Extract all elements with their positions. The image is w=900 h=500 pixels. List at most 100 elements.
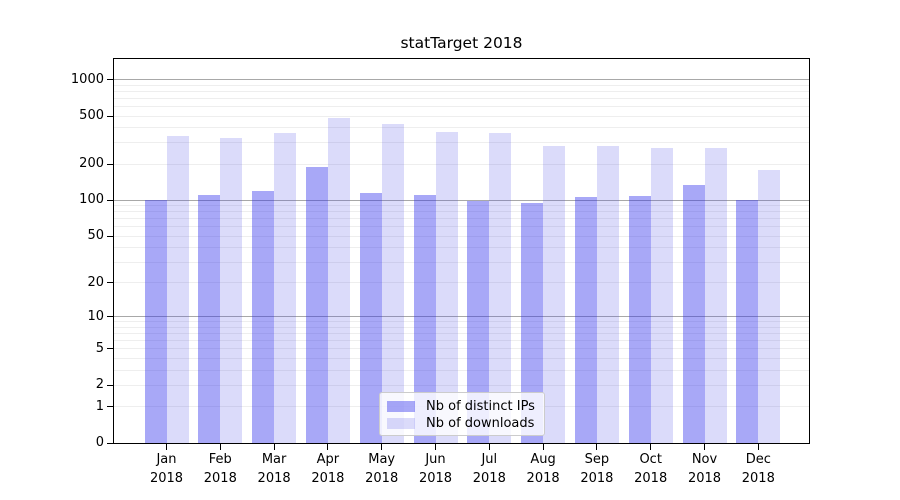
x-tick [435, 444, 436, 450]
bar-distinct-ips [198, 194, 221, 443]
legend-item-distinct-ips: Nb of distinct IPs [387, 398, 536, 415]
x-tick-month: Jun [425, 452, 446, 467]
y-tick-label: 20 [87, 274, 104, 290]
x-tick-month: Sep [584, 452, 610, 467]
gridline-minor [114, 321, 809, 323]
x-tick-year: 2018 [634, 471, 668, 486]
bar-distinct-ips [521, 202, 544, 443]
x-tick-year: 2018 [526, 471, 560, 486]
bar-downloads [596, 145, 619, 443]
bar-distinct-ips [628, 195, 651, 443]
bar-downloads [489, 133, 512, 443]
x-tick-month: Feb [208, 452, 232, 467]
x-tick [273, 444, 275, 450]
x-tick-year: 2018 [580, 471, 614, 486]
gridline-minor [114, 218, 809, 220]
x-tick-year: 2018 [149, 471, 184, 486]
x-tick-year: 2018 [365, 471, 399, 486]
x-axis-labels: Jan 2018 Feb 2018 Mar 2018 Apr 2018 May 2018 Jun 20… [114, 450, 809, 492]
legend-swatch-distinct-ips [387, 401, 415, 412]
chart-title: statTarget 2018 [400, 34, 523, 52]
bar-downloads [704, 147, 727, 443]
x-tick-label: Jul 2018 [459, 450, 519, 488]
gridline-minor [114, 282, 809, 284]
y-tick-label: 50 [87, 228, 104, 244]
x-tick-label: Jun 2018 [406, 450, 466, 488]
x-tick-label: Nov 2018 [675, 450, 735, 488]
gridline-minor [114, 226, 809, 228]
y-tick-label: 5 [95, 340, 104, 356]
gridline-major [114, 79, 809, 81]
y-tick [107, 384, 113, 386]
x-tick-month: Dec [745, 452, 771, 467]
legend-label: Nb of distinct IPs [426, 399, 535, 414]
gridline-minor [114, 115, 809, 117]
gridline-minor [114, 235, 809, 237]
y-tick-label: 200 [79, 156, 104, 172]
x-tick-month: Jan [156, 452, 177, 467]
y-tick-label: 100 [79, 192, 104, 208]
bar-distinct-ips [413, 194, 436, 443]
x-tick [757, 444, 759, 450]
x-tick-year: 2018 [203, 471, 237, 486]
y-tick-label: 2 [95, 377, 104, 393]
x-tick-label: Mar 2018 [244, 450, 304, 488]
y-tick [107, 79, 113, 81]
x-tick-month: Aug [530, 452, 556, 467]
x-tick-month: Mar [261, 452, 287, 467]
bar-downloads [327, 117, 350, 443]
x-tick [381, 444, 383, 450]
x-tick-month: Apr [316, 452, 340, 467]
x-tick [488, 444, 490, 450]
x-tick-month: Jul [481, 452, 498, 467]
bar-distinct-ips [574, 197, 597, 443]
y-tick [107, 235, 113, 237]
bar-downloads [758, 169, 781, 443]
gridline-minor [114, 247, 809, 249]
y-tick [107, 442, 113, 444]
bar-downloads [650, 148, 673, 443]
gridline-minor [114, 357, 809, 359]
x-tick-label: Oct 2018 [621, 450, 681, 488]
x-tick-year: 2018 [741, 471, 775, 486]
gridline-minor [114, 211, 809, 213]
gridline-minor [114, 261, 809, 263]
bar-distinct-ips [252, 191, 275, 443]
x-tick-year: 2018 [472, 471, 506, 486]
x-tick-label: Sep 2018 [567, 450, 627, 488]
x-tick-label: Aug 2018 [513, 450, 573, 488]
gridline-minor [114, 90, 809, 92]
x-tick [219, 444, 221, 450]
bar-distinct-ips [736, 199, 759, 443]
x-tick-label: Dec 2018 [728, 450, 788, 488]
y-tick [107, 163, 113, 165]
gridline-minor [114, 333, 809, 335]
legend: Nb of distinct IPs Nb of downloads [379, 392, 545, 436]
y-tick-label: 1000 [70, 71, 104, 87]
gridline-major [114, 199, 809, 201]
y-tick [107, 199, 113, 201]
gridline-minor [114, 326, 809, 328]
bar-distinct-ips [682, 184, 705, 443]
bar-downloads [435, 131, 458, 443]
plot-area [107, 58, 810, 450]
gridline-minor [114, 84, 809, 86]
x-tick-year: 2018 [418, 471, 453, 486]
legend-label: Nb of downloads [426, 416, 535, 431]
x-tick [166, 444, 167, 450]
y-tick-label: 500 [79, 108, 104, 123]
x-tick [650, 444, 652, 450]
legend-swatch-downloads [387, 418, 415, 429]
bar-downloads [220, 137, 243, 443]
y-tick [107, 282, 113, 284]
x-tick [596, 444, 598, 450]
x-tick-month: May [368, 452, 396, 467]
y-tick [107, 406, 113, 408]
gridline-minor [114, 127, 809, 129]
y-tick-label: 1 [95, 398, 104, 414]
x-tick-label: Feb 2018 [190, 450, 250, 488]
x-tick-month: Nov [691, 452, 718, 467]
gridline-minor [114, 384, 809, 386]
gridline-minor [114, 205, 809, 207]
